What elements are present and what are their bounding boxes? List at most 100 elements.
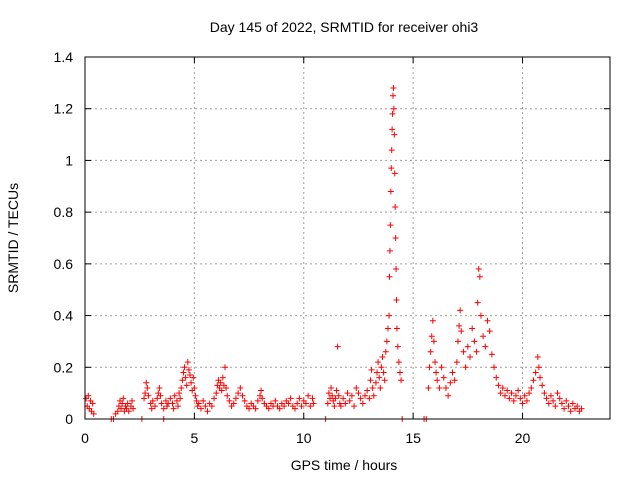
- data-point: [389, 126, 396, 133]
- data-point: [521, 392, 528, 399]
- data-point: [506, 395, 513, 402]
- data-point: [398, 377, 405, 384]
- data-point: [334, 343, 341, 350]
- data-point: [177, 395, 184, 402]
- data-point: [310, 400, 317, 407]
- data-point: [386, 273, 393, 280]
- data-point: [176, 390, 183, 397]
- data-point: [535, 364, 542, 371]
- data-point: [185, 366, 192, 373]
- data-point: [178, 384, 185, 391]
- data-point: [433, 369, 440, 376]
- data-point: [211, 395, 218, 402]
- data-point: [457, 307, 464, 314]
- data-point: [167, 395, 174, 402]
- data-point: [460, 348, 467, 355]
- data-point: [502, 392, 508, 399]
- data-point: [368, 366, 375, 373]
- data-point: [276, 405, 283, 412]
- data-point: [377, 384, 384, 391]
- data-point: [515, 387, 522, 394]
- data-point: [567, 408, 574, 415]
- data-point: [476, 273, 483, 280]
- data-point: [218, 387, 225, 394]
- data-point: [124, 400, 131, 407]
- data-point: [359, 400, 366, 407]
- data-point: [252, 405, 259, 412]
- data-point: [480, 333, 487, 340]
- data-point: [148, 405, 155, 412]
- data-point: [328, 384, 335, 391]
- data-point: [307, 403, 314, 410]
- data-point: [390, 92, 396, 99]
- data-point: [160, 405, 167, 412]
- data-point: [475, 266, 482, 273]
- data-point: [386, 247, 393, 254]
- data-point: [389, 110, 396, 117]
- x-tick-label: 5: [190, 430, 198, 446]
- data-point: [430, 338, 437, 345]
- data-point: [394, 343, 401, 350]
- data-point: [174, 403, 181, 410]
- data-point: [355, 390, 362, 397]
- data-point: [329, 392, 336, 399]
- data-point: [447, 379, 454, 386]
- data-point: [384, 325, 391, 332]
- y-tick-label: 0.4: [54, 308, 74, 324]
- y-tick-label: 1.2: [54, 101, 74, 117]
- data-point: [285, 400, 292, 407]
- data-point: [170, 405, 177, 412]
- data-point: [367, 377, 374, 384]
- data-point: [379, 353, 386, 360]
- data-point: [556, 395, 563, 402]
- plot-frame: [84, 56, 611, 420]
- data-point: [473, 348, 480, 355]
- data-point: [204, 408, 211, 415]
- data-point: [381, 377, 388, 384]
- data-point: [217, 379, 224, 386]
- data-point: [499, 384, 506, 391]
- data-point: [493, 374, 500, 381]
- data-point: [258, 387, 265, 394]
- data-point: [512, 392, 519, 399]
- data-point: [382, 348, 389, 355]
- data-point: [173, 397, 180, 404]
- data-point: [156, 384, 163, 391]
- data-point: [129, 397, 136, 404]
- data-point: [364, 387, 371, 394]
- data-point: [528, 384, 535, 391]
- data-point: [366, 395, 373, 402]
- data-point: [348, 392, 355, 399]
- data-point: [453, 359, 460, 366]
- x-tick-label: 15: [405, 430, 421, 446]
- data-point: [378, 364, 385, 371]
- data-point: [357, 395, 364, 402]
- data-point: [142, 390, 149, 397]
- data-point: [376, 374, 383, 381]
- data-point: [237, 384, 244, 391]
- data-point: [467, 353, 473, 360]
- data-point: [342, 400, 349, 407]
- data-point: [458, 328, 465, 335]
- data-point: [239, 392, 246, 399]
- data-point: [508, 390, 515, 397]
- data-point: [152, 403, 158, 410]
- data-point: [337, 403, 344, 410]
- data-point: [200, 397, 207, 404]
- data-point: [451, 377, 458, 384]
- data-point: [392, 203, 399, 210]
- data-point: [208, 403, 215, 410]
- data-point: [426, 364, 433, 371]
- data-point: [565, 403, 572, 410]
- y-tick-label: 0.6: [54, 256, 74, 272]
- axis-ticks: 0 0.2 0.4 0.6 0.8 1 1.2 1.4 0 5 10 15 20: [54, 49, 610, 446]
- data-point: [340, 395, 347, 402]
- data-point: [539, 382, 546, 389]
- data-point: [182, 374, 189, 381]
- x-tick-label: 20: [515, 430, 531, 446]
- data-point: [192, 392, 199, 399]
- data-point: [387, 222, 394, 229]
- data-point: [145, 392, 152, 399]
- data-point: [171, 392, 178, 399]
